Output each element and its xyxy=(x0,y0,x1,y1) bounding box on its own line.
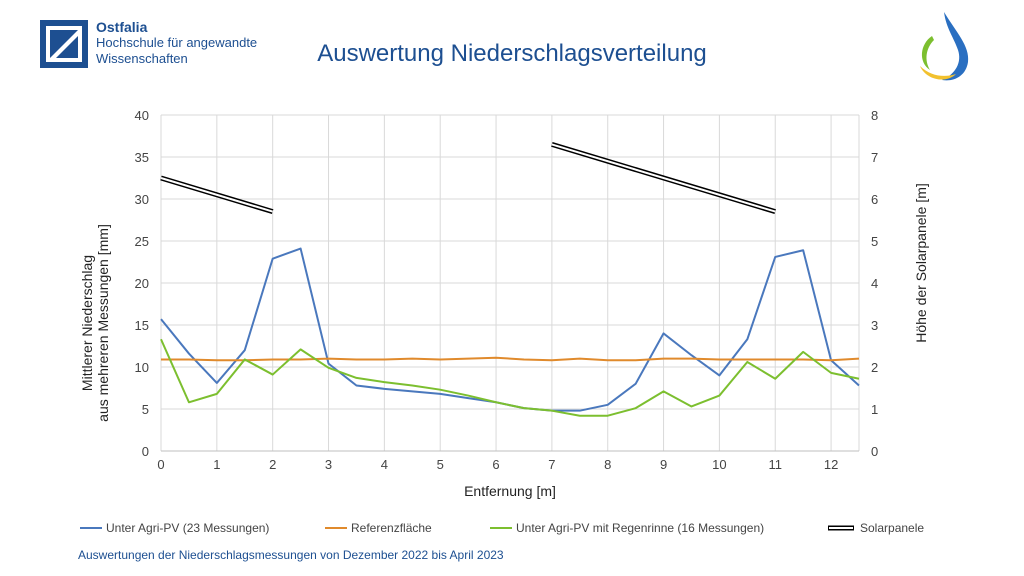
y2-tick-label: 8 xyxy=(871,108,878,123)
x-tick-label: 10 xyxy=(712,457,726,472)
y2-tick-label: 7 xyxy=(871,150,878,165)
y-tick-label: 40 xyxy=(135,108,149,123)
y-tick-label: 10 xyxy=(135,360,149,375)
footnote: Auswertungen der Niederschlagsmessungen … xyxy=(78,548,504,562)
y-tick-label: 25 xyxy=(135,234,149,249)
y-tick-label: 20 xyxy=(135,276,149,291)
x-axis-label: Entfernung [m] xyxy=(464,483,556,499)
org-line1: Hochschule für angewandte xyxy=(96,35,258,50)
x-tick-label: 3 xyxy=(325,457,332,472)
y-tick-label: 0 xyxy=(142,444,149,459)
y-axis-label-line1: Mittlerer Niederschlag xyxy=(79,255,95,391)
x-tick-label: 5 xyxy=(437,457,444,472)
y2-tick-label: 5 xyxy=(871,234,878,249)
series-regenrinne-line xyxy=(160,338,860,417)
solar-panel-inner-1 xyxy=(551,143,776,213)
y-tick-label: 35 xyxy=(135,150,149,165)
x-tick-label: 9 xyxy=(660,457,667,472)
y-tick-label: 5 xyxy=(142,402,149,417)
x-tick-label: 8 xyxy=(604,457,611,472)
legend-label-2: Unter Agri-PV mit Regenrinne (16 Messung… xyxy=(516,521,764,535)
y2-tick-label: 6 xyxy=(871,192,878,207)
org-name: Ostfalia xyxy=(96,19,148,35)
legend-label-0: Unter Agri-PV (23 Messungen) xyxy=(106,521,269,535)
y2-tick-label: 1 xyxy=(871,402,878,417)
series-agri-pv-line xyxy=(160,247,860,412)
x-tick-label: 11 xyxy=(768,457,782,472)
y2-tick-label: 0 xyxy=(871,444,878,459)
x-tick-label: 7 xyxy=(548,457,555,472)
y2-axis-label: Höhe der Solarpanele [m] xyxy=(913,183,929,343)
x-tick-label: 6 xyxy=(492,457,499,472)
x-tick-label: 2 xyxy=(269,457,276,472)
x-tick-label: 0 xyxy=(157,457,164,472)
legend-label-1: Referenzfläche xyxy=(351,521,432,535)
ostfalia-logo-icon xyxy=(40,20,88,68)
legend-label-3: Solarpanele xyxy=(860,521,924,535)
x-tick-label: 4 xyxy=(381,457,388,472)
y2-tick-label: 2 xyxy=(871,360,878,375)
org-name-block: Ostfalia Hochschule für angewandte Wisse… xyxy=(96,19,257,67)
slide-title: Auswertung Niederschlagsverteilung xyxy=(317,40,707,67)
water-drop-logo-icon xyxy=(920,12,969,81)
solar-panel-inner-0 xyxy=(160,177,273,213)
y2-tick-label: 4 xyxy=(871,276,878,291)
org-line2: Wissenschaften xyxy=(96,51,188,66)
y-tick-label: 30 xyxy=(135,192,149,207)
series-referenz-line xyxy=(161,356,860,362)
y2-tick-label: 3 xyxy=(871,318,878,333)
y-tick-label: 15 xyxy=(135,318,149,333)
x-tick-label: 1 xyxy=(213,457,220,472)
x-tick-label: 12 xyxy=(824,457,838,472)
y-axis-label-line2: aus mehreren Messungen [mm] xyxy=(95,224,111,422)
